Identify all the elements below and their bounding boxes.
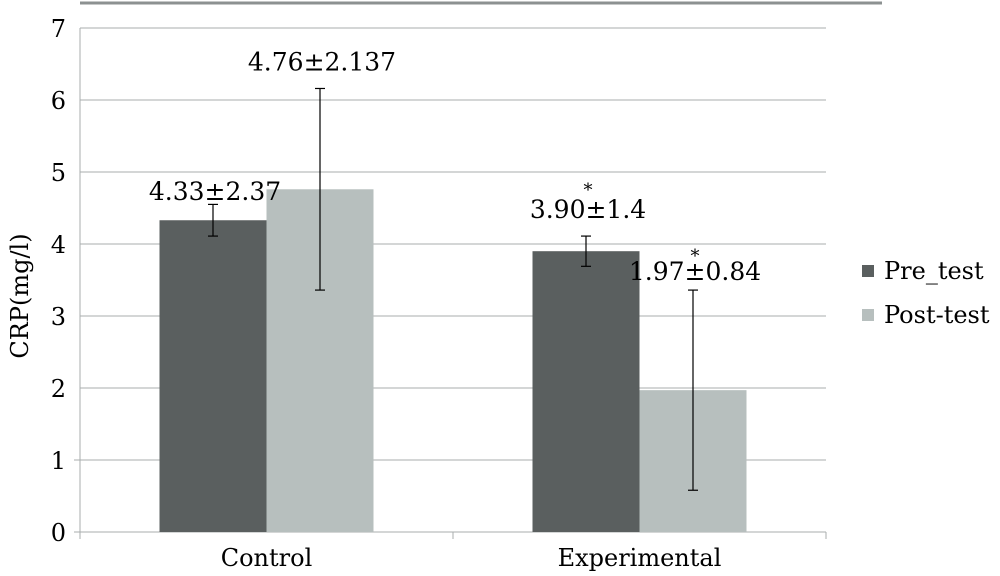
y-tick-label: 1	[51, 447, 66, 475]
significance-marker: *	[691, 246, 700, 267]
y-tick-label: 4	[51, 231, 66, 259]
x-tick-label: Experimental	[558, 544, 722, 572]
y-tick-label: 2	[51, 375, 66, 403]
y-tick-label: 6	[51, 87, 66, 115]
x-tick-labels: Control Experimental	[221, 544, 722, 572]
bars	[159, 189, 747, 533]
y-axis-label: CRP(mg/l)	[6, 233, 34, 358]
error-bars	[208, 87, 698, 491]
y-tick-label: 7	[51, 15, 66, 43]
x-tick-label: Control	[221, 544, 313, 572]
data-label: 4.33±2.37	[149, 177, 281, 206]
legend-swatch	[862, 309, 874, 321]
bar	[532, 251, 640, 532]
y-tick-label: 0	[51, 519, 66, 547]
legend-label: Pre_test	[884, 257, 984, 285]
y-tick-label: 3	[51, 303, 66, 331]
legend-swatch	[862, 265, 874, 277]
data-label: 1.97±0.84	[629, 257, 761, 286]
data-label: 4.76±2.137	[248, 47, 396, 76]
y-tick-label: 5	[51, 159, 66, 187]
significance-marker: *	[584, 180, 593, 201]
legend: Pre_test Post-test	[862, 257, 990, 329]
bar	[159, 220, 267, 533]
y-tick-labels: 0 1 2 3 4 5 6 7	[51, 15, 66, 547]
data-label: 3.90±1.4	[530, 195, 646, 224]
legend-label: Post-test	[884, 301, 990, 329]
